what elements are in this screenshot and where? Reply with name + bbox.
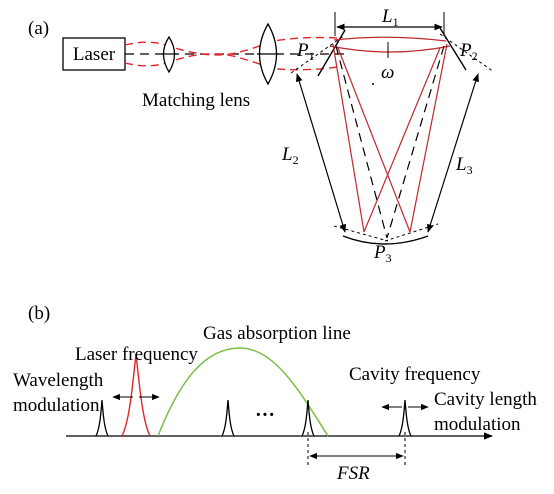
beam-upper-envelope [124, 36, 339, 56]
cavity-mode-2 [221, 399, 235, 437]
l3-dimension [427, 73, 479, 233]
cavity-mode-1 [95, 399, 109, 437]
wavelength-mod-label-2: modulation [13, 395, 100, 416]
laser-label: Laser [73, 44, 116, 65]
cavity-mode-3 [301, 399, 315, 437]
cavity-len-mod-label-1: Cavity length [434, 389, 537, 410]
laser-line [121, 353, 151, 437]
laser-freq-label: Laser frequency [75, 344, 198, 365]
cavity-len-mod-label-2: modulation [434, 414, 521, 435]
beam-left-inner [337, 47, 411, 233]
p2-label: P2 [459, 40, 478, 63]
cavity-freq-label: Cavity frequency [349, 364, 481, 385]
omega-label: ω [381, 62, 394, 83]
l3-label: L3 [455, 154, 473, 177]
fsr-label: FSR [336, 463, 370, 484]
beam-top-upper [333, 36, 447, 42]
lens-label: Matching lens [142, 90, 250, 111]
p1-label: P1 [296, 40, 315, 63]
beam-axis-left [335, 45, 388, 239]
panel-b-label: (b) [28, 303, 50, 324]
beam-left-outer [332, 43, 365, 233]
beam-top-lower [329, 45, 451, 53]
mirror-p3 [342, 235, 429, 245]
laser-box [62, 37, 126, 71]
panel-b: (b) Gas absorption line Laser frequency … [13, 303, 537, 484]
panel-a-label: (a) [28, 18, 49, 39]
beam-right-outer [409, 43, 448, 233]
cavity-mode-4 [398, 399, 412, 437]
panel-a: (a) Laser Matching lens [28, 6, 495, 265]
gas-line-label: Gas absorption line [203, 323, 351, 344]
l2-dimension [295, 73, 347, 233]
gas-absorption-curve [157, 347, 329, 437]
wavelength-mod-label-1: Wavelength [13, 370, 104, 391]
l2-label: L2 [281, 144, 299, 167]
ellipsis: ··· [255, 404, 275, 426]
p3-label: P3 [373, 242, 392, 265]
l1-label: L1 [381, 6, 399, 29]
